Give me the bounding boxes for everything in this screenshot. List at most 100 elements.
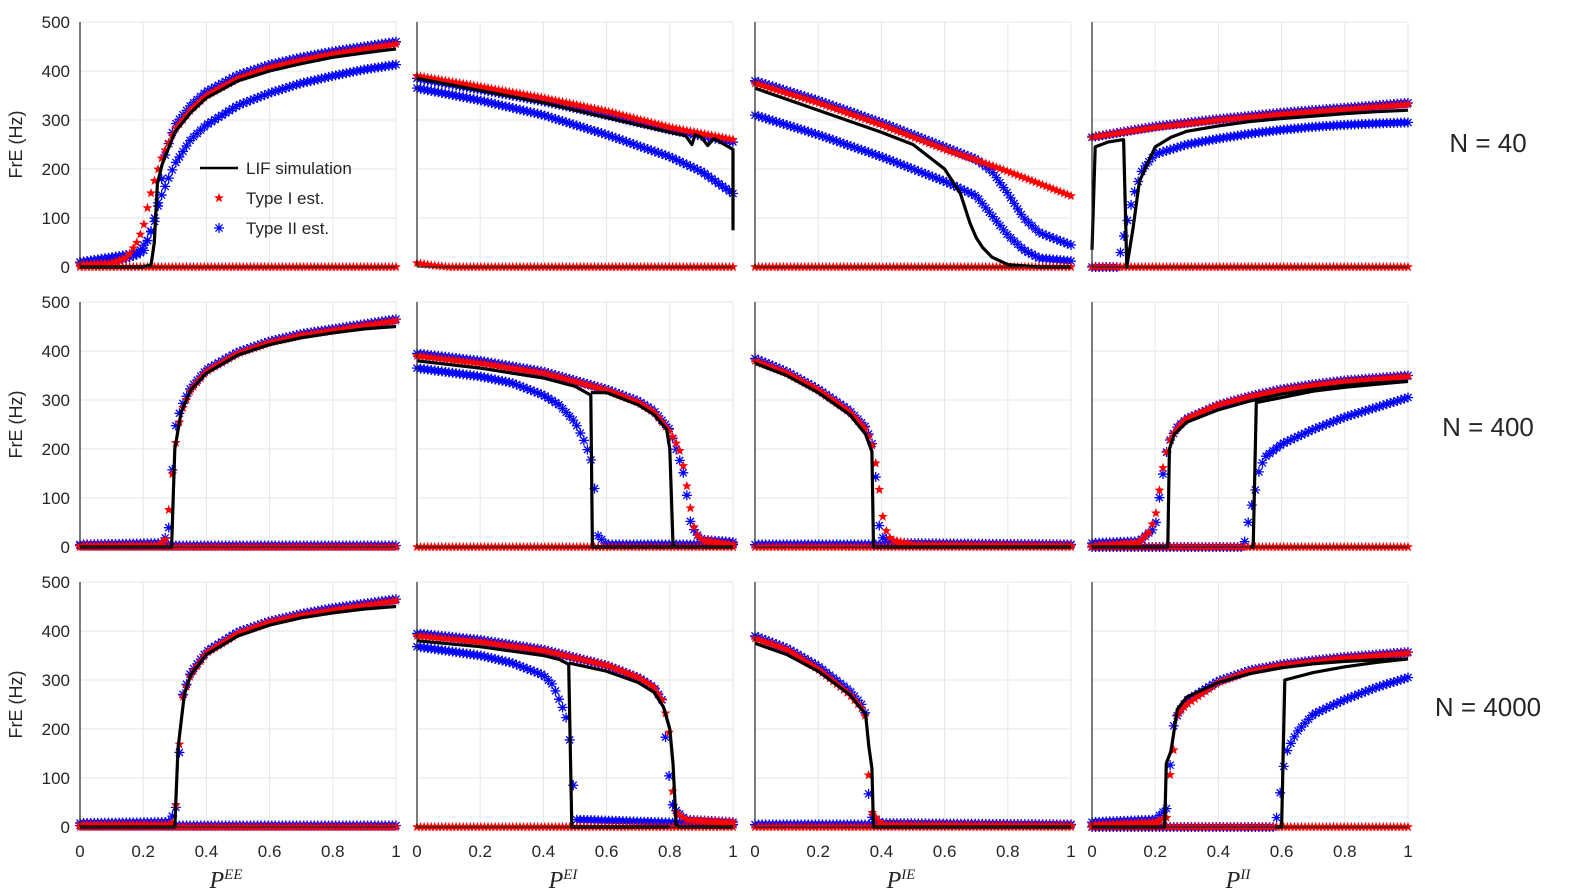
type1-series-point: [245, 68, 256, 79]
type2-series-point: [518, 662, 529, 673]
type1-series-point: [610, 388, 621, 398]
type2-series-point: [231, 101, 242, 112]
type2-series-point: [931, 172, 942, 183]
type1-series-point: [344, 322, 355, 332]
type2-series-point: [1165, 760, 1176, 771]
type1-series-point: [760, 359, 771, 370]
type2-series-point: [443, 89, 454, 100]
type1-series-point: [174, 118, 185, 129]
type1-series-point: [774, 365, 785, 375]
type1-series-point: [1253, 111, 1264, 121]
type1-series-point: [1381, 649, 1392, 659]
type1-series-point: [817, 387, 828, 398]
type1-series-point: [771, 363, 782, 374]
type2-series-point: [856, 144, 867, 155]
type1-series-point: [1197, 688, 1208, 699]
type2-upper-branch-point: [1278, 438, 1289, 449]
type1-series-point: [806, 381, 817, 391]
type1-series-point: [153, 819, 164, 829]
type1-series-point: [1271, 109, 1282, 119]
type1-series-point: [327, 48, 338, 59]
type2-series-point: [529, 666, 540, 677]
legend-star-swatch: [214, 192, 224, 203]
type1-series-point: [1200, 116, 1211, 126]
type2-series-point: [1197, 136, 1208, 147]
type1-series-point: [610, 663, 621, 674]
type2-series-point: [163, 173, 174, 184]
type1-series-point: [810, 383, 821, 393]
type2-series-point: [692, 164, 703, 175]
type2-series-point: [483, 652, 494, 663]
type1-series-point: [270, 61, 281, 71]
type2-series-point: [206, 116, 217, 127]
type2-upper-branch-point: [664, 770, 675, 781]
type1-series-point: [845, 109, 856, 119]
type1-series-point: [1140, 530, 1151, 541]
type2-series-point: [514, 104, 525, 115]
type1-series-point: [362, 43, 373, 53]
type2-upper-branch-point: [1005, 192, 1016, 203]
type1-series-point: [96, 258, 107, 268]
type2-series-point: [1154, 147, 1165, 158]
type1-series-point: [160, 819, 171, 829]
type2-upper-branch-point: [1289, 433, 1300, 444]
type1-series-point: [1207, 115, 1218, 125]
grid: [79, 581, 397, 828]
type1-series-point: [870, 458, 881, 468]
type2-upper-branch-point: [1331, 415, 1342, 426]
type2-upper-branch-point: [1303, 426, 1314, 437]
type2-series-point: [252, 92, 263, 103]
type2-upper-branch-point: [703, 132, 714, 143]
type2-series-point: [483, 97, 494, 108]
type1-series-point: [348, 45, 359, 55]
type1-series-point: [792, 651, 803, 661]
type1-series-point: [728, 134, 738, 144]
y-tick-label: 0: [61, 818, 70, 837]
type2-series-point: [767, 115, 778, 126]
type1-series: [75, 38, 401, 269]
type1-series-point: [96, 540, 107, 550]
type1-series-point: [1168, 744, 1179, 755]
panel-r0-c3: [1087, 21, 1413, 272]
type1-series-point: [1129, 817, 1140, 828]
type1-series-point: [874, 484, 885, 494]
type2-series-point: [828, 134, 839, 145]
type2-upper-branch-point: [607, 111, 618, 122]
type1-series-point: [206, 644, 217, 655]
type1-series-point: [330, 604, 341, 614]
type2-upper-branch-point: [1282, 745, 1293, 756]
type2-series-point: [863, 147, 874, 158]
type1-series-point: [1055, 186, 1066, 197]
type2-series-point: [170, 420, 181, 431]
type2-upper-branch-point: [1399, 673, 1410, 684]
type1-series-point: [1126, 817, 1136, 828]
type1-series-point: [1371, 373, 1381, 384]
type2-series-point: [575, 428, 586, 439]
type2-upper-branch-point: [564, 102, 575, 113]
y-tick-label: 0: [61, 258, 70, 277]
type1-series-point: [1097, 818, 1108, 829]
type1-series-point: [213, 640, 224, 650]
type2-series: [412, 83, 738, 199]
type1-series-point: [298, 54, 309, 64]
lif-series: [80, 604, 397, 829]
type2-series-point: [273, 85, 284, 96]
type1-series-point: [320, 606, 330, 616]
type1-series-point: [1229, 395, 1239, 405]
type2-series-point: [824, 133, 835, 144]
type1-series-point: [156, 819, 167, 829]
type1-series-point: [391, 315, 401, 325]
type1-series-point: [217, 81, 227, 92]
type2-series-point: [994, 220, 1005, 231]
type2-upper-branch-point: [1349, 690, 1360, 701]
type2-series-point: [554, 114, 565, 125]
type1-series-point: [99, 819, 110, 829]
type2-series-point: [234, 99, 245, 110]
type1-series-point: [373, 598, 384, 608]
type1-series-point: [380, 40, 391, 50]
type1-series-point: [270, 336, 281, 346]
type1-series-point: [1243, 666, 1254, 677]
type1-series-point: [774, 642, 785, 652]
lif-series: [1092, 657, 1409, 829]
type2-series-point: [571, 120, 582, 131]
